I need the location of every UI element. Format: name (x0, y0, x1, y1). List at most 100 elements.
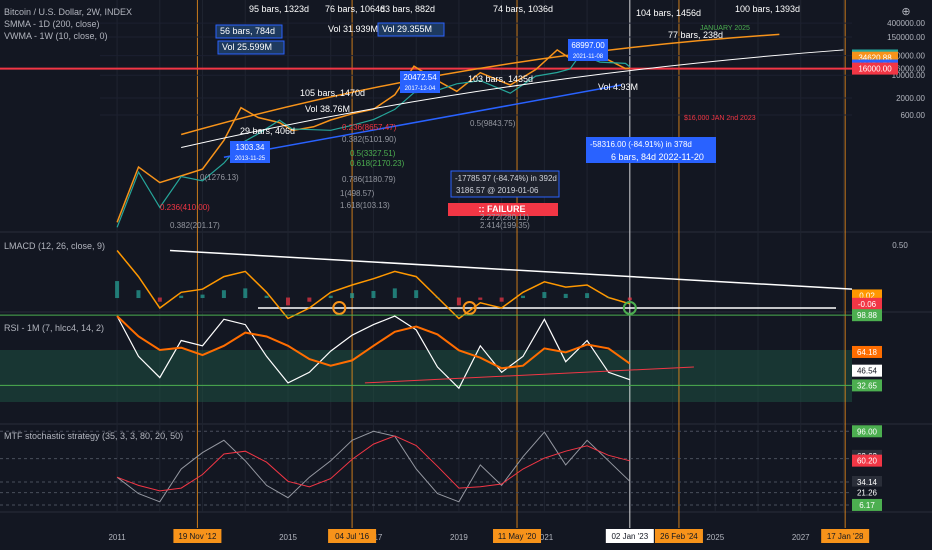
rsi-badge (852, 309, 882, 322)
macd-histogram-bar (307, 297, 312, 302)
price-callout-value: 1303.34 (236, 143, 265, 152)
price-callout (400, 71, 440, 93)
macd-histogram-bar (414, 290, 419, 299)
stoch-k-line (116, 430, 631, 503)
date-marker-label: 11 May '20 (498, 532, 537, 541)
measure-annotation: 95 bars, 1323d (249, 4, 309, 14)
rsi-trendline (364, 366, 694, 384)
measure-annotation: 100 bars, 1393d (735, 4, 800, 14)
stoch-badge (852, 454, 882, 467)
macd-axis-tick: -0.06 (858, 300, 877, 309)
macd-histogram-bar (521, 295, 525, 299)
price-badge-text: 16000.00 (858, 65, 892, 74)
measure-annotation: Vol 25.599M (222, 42, 272, 52)
fib-label: 0.236(410.00) (160, 203, 210, 212)
measure-annotation: Vol 31.939M (328, 24, 378, 34)
fib-label: 0.618(2170.23) (350, 159, 405, 168)
measure-annotation: Vol 38.76M (305, 104, 350, 114)
stoch-axis-tick: 34.14 (857, 478, 878, 487)
price-callout (568, 39, 608, 61)
macd-legend: LMACD (12, 26, close, 9) (4, 240, 105, 252)
macd-signal-circle (462, 301, 477, 315)
lower-curve (181, 49, 844, 148)
macd-histogram-bar (456, 297, 461, 306)
measure-annotation: 74 bars, 1036d (493, 4, 553, 14)
macd-histogram-bar (136, 290, 141, 299)
sma-line (116, 53, 631, 228)
drawdown-box (450, 170, 560, 198)
x-axis-tick: 2025 (706, 533, 724, 542)
rsi-badge (852, 379, 882, 392)
x-axis-tick: 2011 (108, 533, 126, 542)
macd-histogram-bar (606, 297, 611, 299)
fib-label: 0.382(5101.90) (342, 135, 397, 144)
drawdown-label-2: -58316.00 (-84.91%) in 378d (590, 140, 692, 149)
price-axis-tick: 10000.00 (892, 71, 926, 80)
macd-histogram-bar (200, 294, 205, 299)
fib-label: 0.5(3327.51) (350, 149, 396, 158)
rsi-badge (852, 345, 882, 358)
macd-histogram-bar (264, 295, 269, 299)
macd-histogram-bar (179, 295, 184, 299)
drawdown-label: -17785.97 (-84.74%) in 392d (455, 174, 557, 183)
price-callout-value: 20472.54 (403, 73, 437, 82)
support-annotation: $16,000 JAN 2nd 2023 (684, 115, 756, 122)
measure-annotation: 29 bars, 406d (240, 126, 295, 136)
macd-histogram-bar (563, 293, 568, 299)
measure-annotation: 77 bars, 238d (668, 30, 723, 40)
failure-box (448, 203, 558, 216)
price-axis-tick: 40000.00 (892, 52, 926, 61)
price-callout-value: 68997.00 (571, 41, 605, 50)
date-marker-label: 19 Nov '12 (178, 532, 217, 541)
macd-axis-tick: 0.02 (859, 291, 875, 300)
macd-histogram-bar (350, 293, 355, 299)
macd-signal-circle (332, 301, 347, 315)
annotation-box (217, 40, 285, 55)
settings-icon[interactable]: ⊕ (901, 6, 911, 18)
date-annotation: JANUARY 2025 (700, 25, 750, 32)
measure-annotation: Vol 29.355M (382, 24, 432, 34)
macd-histogram-bar (115, 281, 120, 299)
stoch-axis-tick: 96.00 (857, 427, 878, 436)
macd-histogram-bar (585, 293, 590, 299)
price-callout (230, 141, 270, 163)
rsi-ma-line (116, 315, 631, 370)
fib-label: 0.236(8657.47) (342, 123, 397, 132)
blue-trendline (223, 84, 622, 158)
x-axis-tick: 2021 (535, 533, 553, 542)
macd-histogram-bar (478, 297, 483, 300)
fib-label: 1(498.57) (340, 189, 375, 198)
symbol-legend: Bitcoin / U.S. Dollar, 2W, INDEX (4, 7, 133, 17)
stoch-axis-tick: 60.20 (857, 457, 878, 466)
macd-line (116, 250, 631, 320)
date-marker-badge (493, 529, 542, 543)
price-axis-tick: 2000.00 (896, 94, 925, 103)
macd-histogram-bar (328, 295, 333, 299)
fib-label: 1.618(103.13) (340, 201, 390, 210)
stoch-badge (852, 476, 882, 489)
stoch-title: MTF stochastic strategy (35, 3, 3, 80, 2… (4, 431, 184, 441)
date-marker-label: 26 Feb '24 (660, 532, 698, 541)
price-axis-tick: 400000.00 (887, 19, 925, 28)
measure-annotation: 63 bars, 882d (380, 4, 435, 14)
date-marker-label: 02 Jan '23 (611, 532, 648, 541)
rsi-axis-tick: 32.65 (857, 381, 878, 390)
macd-signal-circle (622, 301, 637, 315)
stoch-badge (852, 486, 882, 499)
macd-histogram-bar (157, 297, 162, 302)
fib-label: 2.414(199.35) (480, 221, 530, 230)
stoch-d-line (116, 435, 630, 492)
price-badge-text: 34620.88 (858, 54, 892, 63)
macd-badge (852, 297, 882, 310)
vwma-legend: VWMA - 1W (10, close, 0) (4, 31, 108, 41)
date-marker-badge (654, 529, 703, 543)
rsi-line (116, 315, 630, 390)
macd-histogram-bar (499, 297, 504, 302)
main-legend: Bitcoin / U.S. Dollar, 2W, INDEX SMMA - … (4, 6, 132, 42)
x-axis-tick: 2027 (792, 533, 810, 542)
macd-trendline (169, 249, 853, 290)
drawdown-label: 3186.57 @ 2019-01-06 (456, 186, 539, 195)
measure-annotation: Vol 4.93M (598, 82, 638, 92)
